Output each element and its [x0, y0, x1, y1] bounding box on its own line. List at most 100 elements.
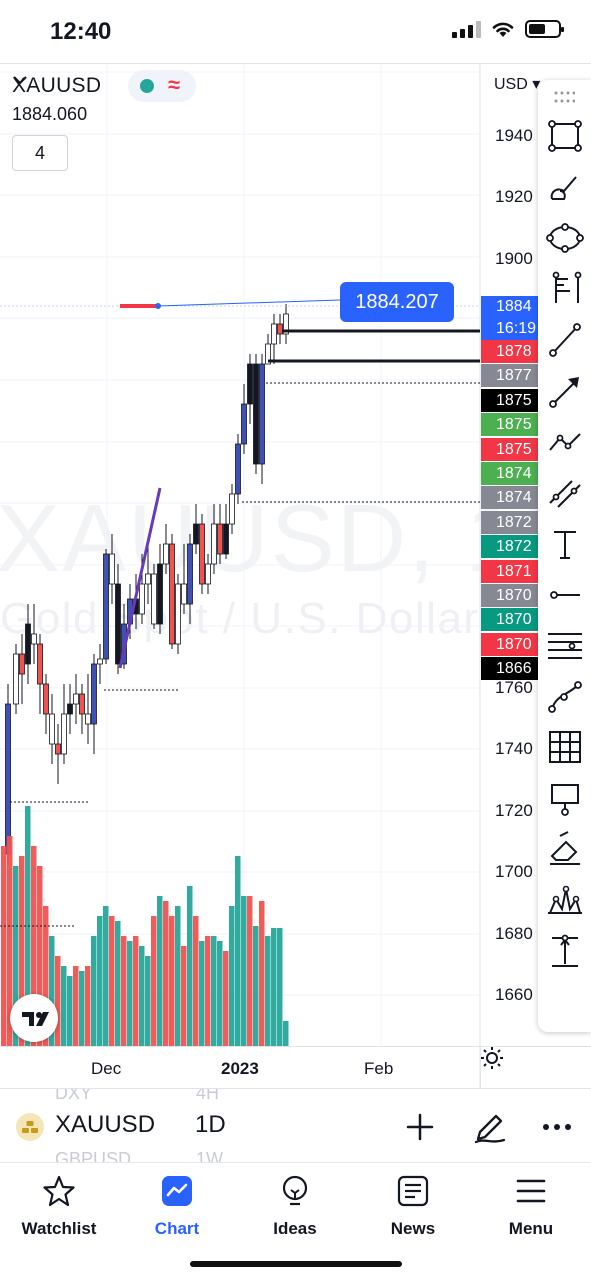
price-tag: 1871: [481, 559, 539, 583]
price-axis-label: 1740: [495, 739, 533, 758]
wave-icon: ≈: [168, 72, 181, 97]
drawing-pen-icon[interactable]: [470, 1107, 510, 1147]
legend-symbol[interactable]: XAUUSD: [12, 74, 102, 97]
interval-selector[interactable]: 1D: [195, 1111, 226, 1138]
horizontal-lines-icon[interactable]: [546, 626, 584, 666]
candle-body: [205, 563, 211, 585]
price-tag: 1877: [481, 364, 539, 388]
volume-bar: [217, 941, 223, 1046]
volume-bar: [37, 866, 43, 1046]
price-axis-label: 1660: [495, 985, 533, 1004]
candle-body: [49, 713, 55, 745]
volume-bar: [223, 951, 229, 1046]
currency-selector[interactable]: USD ▾: [494, 76, 541, 93]
nav-ideas[interactable]: Ideas: [245, 1173, 345, 1239]
time-axis[interactable]: Dec 2023 Feb: [0, 1046, 480, 1088]
trend-line-icon[interactable]: [546, 320, 584, 360]
nav-watchlist[interactable]: Watchlist: [9, 1173, 109, 1239]
ghost-symbol: GBPUSD: [55, 1149, 132, 1162]
fib-icon[interactable]: [546, 269, 584, 309]
text-icon[interactable]: [546, 524, 584, 564]
volume-bar: [67, 976, 73, 1046]
time-label: Dec: [91, 1059, 122, 1078]
price-flag[interactable]: 1884.207: [340, 282, 454, 322]
wifi-icon: [492, 22, 514, 37]
arrow-icon[interactable]: [546, 371, 584, 411]
brush-icon[interactable]: [546, 167, 584, 207]
market-status-pill[interactable]: ≈: [128, 70, 196, 102]
hamburger-icon: [516, 1179, 546, 1203]
status-icons: [452, 20, 564, 38]
volume-bar: [241, 896, 247, 1046]
volume-bar: [163, 901, 169, 1046]
volume-bar: [193, 916, 199, 1046]
volume-bar: [151, 916, 157, 1046]
settings-sun-icon[interactable]: [481, 1047, 503, 1069]
tradingview-logo[interactable]: [10, 994, 58, 1042]
trend-line: [118, 487, 162, 669]
divider: [0, 63, 591, 64]
price-tag: 1878: [481, 340, 539, 363]
gold-bars-icon: [16, 1113, 44, 1141]
candle-body: [235, 443, 241, 495]
candle-body: [109, 553, 115, 585]
lightbulb-icon: [282, 1175, 308, 1206]
tradingview-logo-icon: [22, 1012, 49, 1026]
volume-bar: [91, 936, 97, 1046]
pattern-icon[interactable]: [546, 881, 584, 921]
candle-body: [19, 653, 25, 675]
parallel-channel-icon[interactable]: [546, 473, 584, 513]
candle-body: [259, 363, 265, 465]
ghost-interval: 4H: [196, 1088, 220, 1103]
rectangle-icon[interactable]: [546, 116, 584, 156]
watermark-description: Gold Spot / U.S. Dollar: [0, 594, 480, 643]
candle-body: [13, 653, 19, 705]
volume-bar: [55, 956, 61, 1046]
volume-bar: [97, 916, 103, 1046]
chart-area[interactable]: XAUUSD, 1D Gold Spot / U.S. Dollar XAUUS…: [0, 64, 591, 1088]
candle-body: [187, 543, 193, 605]
curve-icon[interactable]: [546, 677, 584, 717]
volume-bar: [247, 896, 253, 1046]
path-icon[interactable]: [546, 422, 584, 462]
volume-bar: [25, 806, 31, 1046]
indicators-toggle-button[interactable]: 4: [12, 76, 68, 171]
volume-bar: [181, 946, 187, 1046]
volume-bar: [169, 916, 175, 1046]
candle-body: [91, 663, 97, 725]
candle-body: [193, 523, 199, 545]
volume-bar: [277, 928, 283, 1046]
price-range-icon[interactable]: [546, 932, 584, 972]
nav-chart[interactable]: Chart: [127, 1173, 227, 1239]
symbol-selector[interactable]: XAUUSD: [55, 1111, 156, 1138]
time-label: Feb: [364, 1059, 394, 1078]
nav-news[interactable]: News: [363, 1173, 463, 1239]
candle-body: [25, 623, 31, 665]
anchor-point: [155, 303, 161, 309]
plus-icon[interactable]: [400, 1107, 440, 1147]
candle-body: [175, 583, 181, 645]
price-axis-label: 1900: [495, 249, 533, 268]
price-tag: 1872: [481, 535, 539, 559]
nav-label: News: [390, 1219, 436, 1238]
nav-label: Chart: [154, 1219, 200, 1238]
horizontal-ray-icon[interactable]: [546, 575, 584, 615]
grid-icon[interactable]: [546, 728, 584, 768]
price-tag: 1866: [481, 657, 539, 681]
candle-body: [61, 713, 67, 755]
volume-bar: [1, 846, 7, 1046]
ellipse-icon[interactable]: [546, 218, 584, 258]
volume-bar: [115, 921, 121, 1046]
nav-menu[interactable]: Menu: [481, 1173, 581, 1239]
eraser-icon[interactable]: [546, 830, 584, 870]
volume-bar: [283, 1021, 289, 1046]
callout-icon[interactable]: [546, 779, 584, 819]
volume-bar: [253, 926, 259, 1046]
chevron-down-icon: [13, 76, 27, 85]
volume-bar: [139, 946, 145, 1046]
more-options-icon[interactable]: [537, 1107, 577, 1147]
drag-handle-icon[interactable]: [553, 90, 575, 104]
candle-body: [97, 658, 103, 665]
price-tag: 1874: [481, 486, 539, 510]
candle-body: [241, 403, 247, 445]
